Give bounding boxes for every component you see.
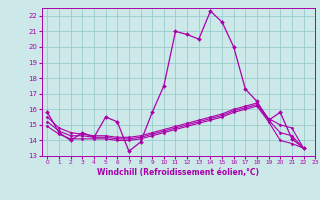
X-axis label: Windchill (Refroidissement éolien,°C): Windchill (Refroidissement éolien,°C)	[97, 168, 260, 177]
